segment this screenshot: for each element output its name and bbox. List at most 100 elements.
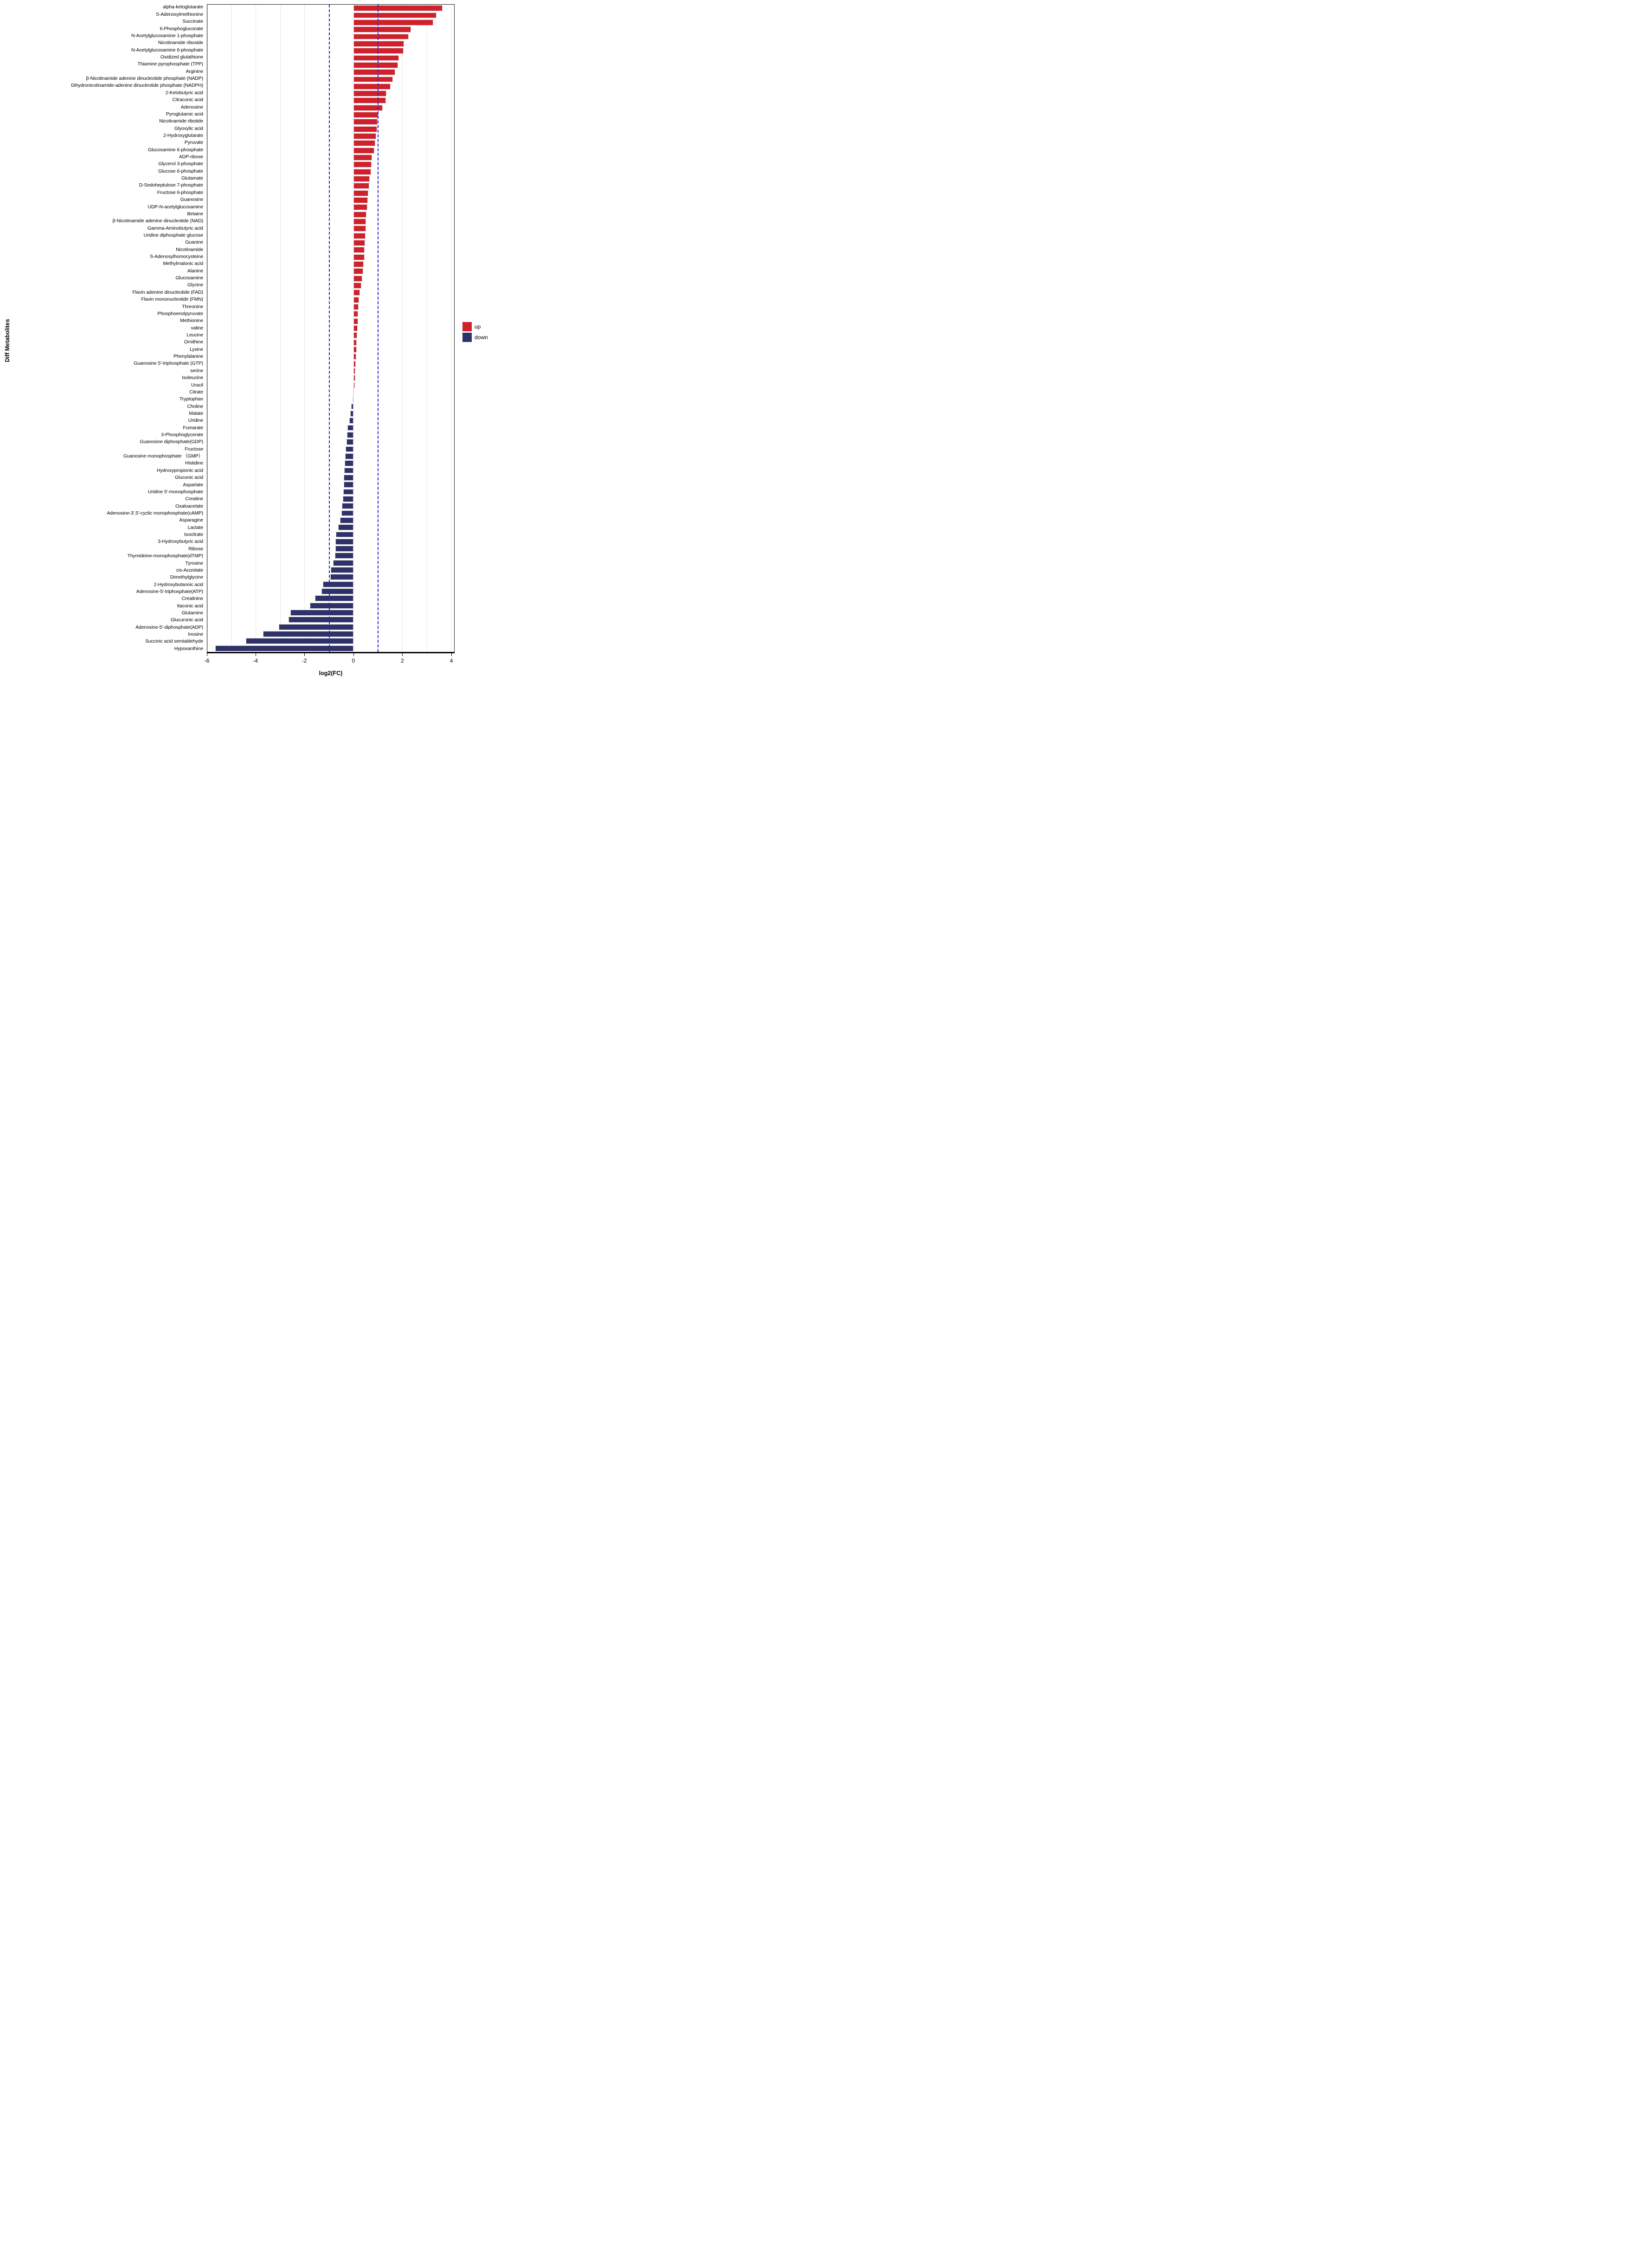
x-tick-mark bbox=[402, 653, 403, 656]
metabolite-label: D-Sedoheptulose 7-phosphate bbox=[139, 183, 203, 188]
bar-row bbox=[207, 631, 454, 638]
bar-row bbox=[207, 317, 454, 324]
metabolite-label: 3-Hydroxybutyric acid bbox=[158, 539, 203, 545]
bar-row bbox=[207, 474, 454, 481]
x-tick-mark bbox=[304, 653, 305, 656]
bar-down bbox=[347, 425, 353, 431]
metabolite-label: Adenosine bbox=[180, 104, 203, 110]
metabolite-label: Glucosamine 6-phosphate bbox=[148, 147, 203, 153]
bar-down bbox=[344, 467, 353, 474]
bar-row bbox=[207, 232, 454, 239]
metabolite-label: Fumarate bbox=[183, 425, 203, 431]
x-tick-label: 4 bbox=[449, 657, 453, 664]
bar-row bbox=[207, 246, 454, 253]
bar-up bbox=[353, 247, 365, 253]
metabolite-label: Lactate bbox=[187, 525, 203, 530]
bar-up bbox=[353, 240, 365, 246]
bar-row bbox=[207, 47, 454, 54]
legend-label-down: down bbox=[475, 334, 488, 341]
bar-down bbox=[350, 410, 353, 417]
bar-up bbox=[353, 119, 378, 125]
bar-up bbox=[353, 40, 404, 47]
bar-down bbox=[335, 538, 353, 545]
bar-down bbox=[246, 638, 353, 644]
bar-row bbox=[207, 147, 454, 154]
bar-row bbox=[207, 424, 454, 431]
bar-row bbox=[207, 396, 454, 403]
bar-row bbox=[207, 588, 454, 595]
bar-row bbox=[207, 69, 454, 76]
bar-row bbox=[207, 573, 454, 580]
bar-up bbox=[353, 304, 359, 310]
bar-up bbox=[353, 140, 375, 147]
metabolite-label: Threonine bbox=[182, 304, 203, 309]
bar-up bbox=[353, 211, 366, 218]
metabolite-label: Thiamine pyrophosphate (TPP) bbox=[137, 62, 203, 67]
bar-down bbox=[343, 489, 353, 495]
bar-row bbox=[207, 310, 454, 317]
bar-down bbox=[338, 524, 353, 531]
bar-down bbox=[346, 439, 353, 445]
bar-up bbox=[353, 69, 396, 76]
bar-up bbox=[353, 268, 364, 275]
bar-row bbox=[207, 289, 454, 296]
metabolite-label: β-Nicotinamide adenine dinucleotide (NAD… bbox=[112, 219, 203, 224]
metabolite-label: Gluconic acid bbox=[174, 475, 203, 481]
metabolite-label: Ribose bbox=[188, 546, 203, 552]
bar-down bbox=[336, 531, 353, 538]
bar-up bbox=[353, 261, 364, 267]
bar-row bbox=[207, 517, 454, 524]
bar-row bbox=[207, 40, 454, 47]
bar-row bbox=[207, 432, 454, 438]
bar-row bbox=[207, 33, 454, 40]
bar-row bbox=[207, 438, 454, 445]
metabolite-label: Tryptophan bbox=[179, 397, 203, 402]
bar-row bbox=[207, 374, 454, 381]
bar-row bbox=[207, 410, 454, 417]
bar-down bbox=[289, 617, 353, 623]
legend-item-down: down bbox=[462, 333, 488, 342]
metabolite-label: Ornithine bbox=[184, 340, 203, 345]
legend-label-up: up bbox=[475, 323, 481, 330]
bar-up bbox=[353, 176, 370, 182]
bar-row bbox=[207, 353, 454, 360]
bar-row bbox=[207, 453, 454, 460]
bar-up bbox=[353, 133, 376, 140]
bar-row bbox=[207, 538, 454, 545]
bar-down bbox=[342, 496, 353, 502]
bar-up bbox=[353, 290, 360, 296]
gridline bbox=[280, 5, 281, 652]
bar-down bbox=[263, 631, 353, 637]
bar-down bbox=[344, 474, 353, 481]
x-tick-label: -4 bbox=[253, 657, 258, 664]
metabolite-label: Tyrosine bbox=[185, 561, 204, 566]
bar-up bbox=[353, 5, 443, 12]
metabolite-label: Creatinine bbox=[181, 596, 203, 602]
bar-row bbox=[207, 182, 454, 189]
bar-up bbox=[353, 55, 399, 61]
bar-up bbox=[353, 76, 393, 83]
metabolite-label: Citrate bbox=[189, 389, 203, 395]
metabolite-label: Guanine bbox=[185, 240, 203, 245]
bar-row bbox=[207, 12, 454, 19]
metabolite-label: Aspartate bbox=[183, 482, 203, 488]
bar-up bbox=[353, 232, 366, 239]
bar-up bbox=[353, 19, 434, 26]
bar-down bbox=[349, 418, 353, 424]
metabolite-label: Methylmalonic acid bbox=[163, 261, 203, 267]
bar-up bbox=[353, 361, 356, 367]
metabolite-label: β-Nicotinamide adenine dinucleotide phos… bbox=[86, 76, 203, 82]
bar-row bbox=[207, 609, 454, 616]
metabolite-label: Fructose bbox=[185, 446, 203, 452]
gridline bbox=[304, 5, 305, 652]
bar-row bbox=[207, 62, 454, 69]
bar-row bbox=[207, 602, 454, 609]
bar-row bbox=[207, 567, 454, 573]
metabolite-label: Glutamine bbox=[181, 611, 204, 616]
metabolite-label: Dimethylglycine bbox=[170, 575, 203, 580]
bar-row bbox=[207, 175, 454, 182]
bar-row bbox=[207, 303, 454, 310]
plot-panel bbox=[207, 4, 455, 652]
bar-up bbox=[353, 168, 371, 175]
metabolite-label: Thymideine-monophosphate(dTMP) bbox=[127, 554, 203, 559]
